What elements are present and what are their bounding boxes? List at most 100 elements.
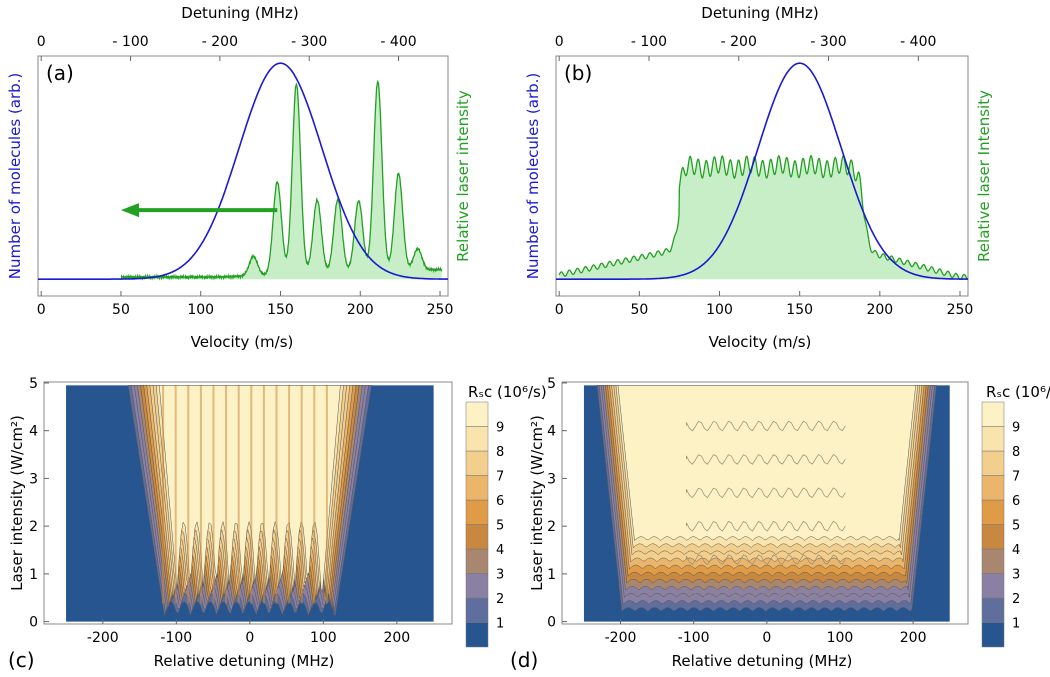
colorbar-label: 7 — [496, 470, 504, 485]
y-tick-label: 0 — [29, 615, 38, 631]
y-tick-label: 1 — [547, 567, 556, 583]
colorbar-cell — [981, 499, 1005, 525]
top-tick-label: - 200 — [202, 34, 238, 50]
colorbar-label: 8 — [496, 445, 504, 460]
colorbar-cell — [465, 450, 489, 476]
colorbar-cell — [465, 475, 489, 501]
colorbar-label: 4 — [1012, 543, 1020, 558]
panel-b-top-axis-label: Detuning (MHz) — [701, 4, 818, 22]
x-tick-label: 0 — [762, 630, 771, 646]
y-tick-label: 0 — [547, 615, 556, 631]
y-tick-label: 5 — [29, 376, 38, 392]
x-tick-label: 50 — [112, 302, 130, 318]
contour-ripple-line — [686, 420, 846, 432]
colorbar-label: 9 — [496, 421, 504, 436]
colorbar-cell — [465, 401, 489, 427]
y-tick-label: 2 — [29, 519, 38, 535]
panel-b-right-label: Relative laser Intensity — [975, 90, 993, 262]
x-tick-label: -200 — [87, 630, 119, 646]
x-tick-label: 100 — [827, 630, 854, 646]
panel-a-top-axis-label: Detuning (MHz) — [181, 4, 298, 22]
colorbar-cell — [981, 597, 1005, 623]
top-tick-label: - 100 — [112, 34, 148, 50]
x-tick-label: 100 — [706, 302, 733, 318]
x-tick-label: -100 — [678, 630, 710, 646]
molecule-distribution-line — [556, 62, 968, 280]
colorbar-cell — [465, 548, 489, 574]
x-tick-label: 200 — [383, 630, 410, 646]
colorbar-cell — [465, 622, 489, 648]
panel-c-colorbar-title: Rₛc (10⁶/s) — [468, 383, 547, 401]
panel-c-tag: (c) — [8, 648, 35, 672]
colorbar-label: 6 — [1012, 494, 1020, 509]
contour-ripple-line — [686, 487, 846, 499]
colorbar-label: 7 — [1012, 470, 1020, 485]
colorbar-cell — [465, 524, 489, 550]
colorbar-label: 2 — [496, 592, 504, 607]
colorbar-cell — [465, 426, 489, 452]
colorbar-label: 1 — [496, 617, 504, 632]
laser-intensity-line — [120, 79, 443, 281]
colorbar-label: 9 — [1012, 421, 1020, 436]
colorbar-label: 3 — [496, 568, 504, 583]
colorbar-label: 5 — [1012, 519, 1020, 534]
colorbar-label: 6 — [496, 494, 504, 509]
colorbar-label: 5 — [496, 519, 504, 534]
panel-b-x-label: Velocity (m/s) — [709, 333, 812, 351]
colorbar-label: 2 — [1012, 592, 1020, 607]
panel-b: 0 50 100 150 200 250 0 - 100 - 200 - 300 - 400 (b)… — [524, 4, 993, 351]
y-tick-label: 4 — [29, 424, 38, 440]
panel-a-left-label: Number of molecules (arb.) — [6, 73, 24, 280]
x-tick-label: 150 — [267, 302, 294, 318]
x-tick-label: -200 — [605, 630, 637, 646]
y-tick-label: 3 — [29, 471, 38, 487]
colorbar-cell — [981, 450, 1005, 476]
panel-d-frame — [561, 381, 969, 625]
panel-b-tag: (b) — [564, 61, 592, 85]
top-tick-label: - 100 — [631, 34, 667, 50]
top-tick-label: 0 — [37, 34, 46, 50]
colorbar-label: 1 — [1012, 617, 1020, 632]
x-tick-label: 100 — [187, 302, 214, 318]
top-tick-label: 0 — [555, 34, 564, 50]
panel-d-y-label: Laser intensity (W/cm²) — [528, 415, 546, 591]
x-tick-label: 0 — [555, 302, 564, 318]
top-tick-label: - 300 — [291, 34, 327, 50]
top-tick-label: - 400 — [380, 34, 416, 50]
x-tick-label: 100 — [310, 630, 337, 646]
x-tick-label: 250 — [947, 302, 974, 318]
panel-a: 0 50 100 150 200 250 0 - 100 - 200 - 300 - 400 (a)… — [6, 4, 472, 351]
y-tick-label: 1 — [29, 567, 38, 583]
y-tick-label: 2 — [547, 519, 556, 535]
y-tick-label: 4 — [547, 424, 556, 440]
panel-c-x-label: Relative detuning (MHz) — [154, 652, 335, 670]
panel-c-frame — [43, 381, 453, 625]
panel-c-y-label: Laser intensity (W/cm²) — [8, 415, 26, 591]
x-tick-label: 150 — [786, 302, 813, 318]
y-tick-label: 3 — [547, 471, 556, 487]
panel-d: -200 -100 0 100 200 0 1 2 3 4 5 1 2 3 4 5 6 7 8 9 (d) Rela… — [510, 376, 1050, 672]
laser-intensity-line — [558, 154, 968, 280]
colorbar-cell — [981, 573, 1005, 599]
x-tick-label: 0 — [245, 630, 254, 646]
contour-ripple-line — [686, 520, 846, 532]
x-tick-label: 50 — [630, 302, 648, 318]
panel-d-colorbar-title: Rₛc (10⁶/s) — [986, 383, 1050, 401]
colorbar-cell — [981, 548, 1005, 574]
colorbar-cell — [981, 401, 1005, 427]
colorbar-cell — [981, 622, 1005, 648]
x-tick-label: 250 — [427, 302, 454, 318]
panel-b-frame — [555, 55, 969, 297]
x-tick-label: 0 — [37, 302, 46, 318]
top-tick-label: - 200 — [721, 34, 757, 50]
arrow-head — [120, 203, 139, 218]
x-tick-label: -100 — [160, 630, 192, 646]
molecule-distribution-line — [38, 62, 448, 280]
x-tick-label: 200 — [866, 302, 893, 318]
contour-band — [617, 385, 916, 541]
contour-ripple-line — [686, 587, 846, 599]
contour-ripple-line — [686, 454, 846, 465]
panel-a-tag: (a) — [46, 61, 74, 85]
panel-a-x-label: Velocity (m/s) — [191, 333, 294, 351]
